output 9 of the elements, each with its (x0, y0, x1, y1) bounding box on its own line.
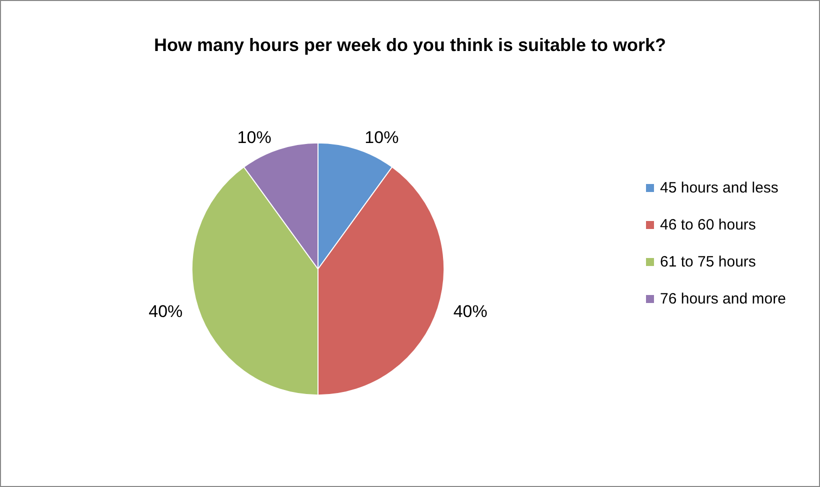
legend-label: 76 hours and more (660, 290, 786, 308)
legend-label: 61 to 75 hours (660, 254, 756, 270)
data-label: 10% (237, 128, 272, 148)
chart-title: How many hours per week do you think is suitable to work? (154, 35, 666, 55)
data-label: 10% (364, 128, 399, 148)
data-label: 40% (453, 302, 488, 322)
legend-label: 46 to 60 hours (660, 216, 756, 234)
legend-label: 45 hours and less (660, 180, 778, 196)
data-label: 40% (148, 302, 183, 322)
